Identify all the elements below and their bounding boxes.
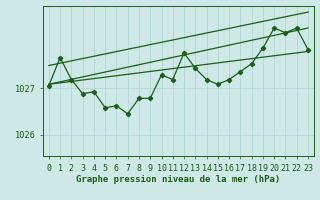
X-axis label: Graphe pression niveau de la mer (hPa): Graphe pression niveau de la mer (hPa) (76, 175, 281, 184)
